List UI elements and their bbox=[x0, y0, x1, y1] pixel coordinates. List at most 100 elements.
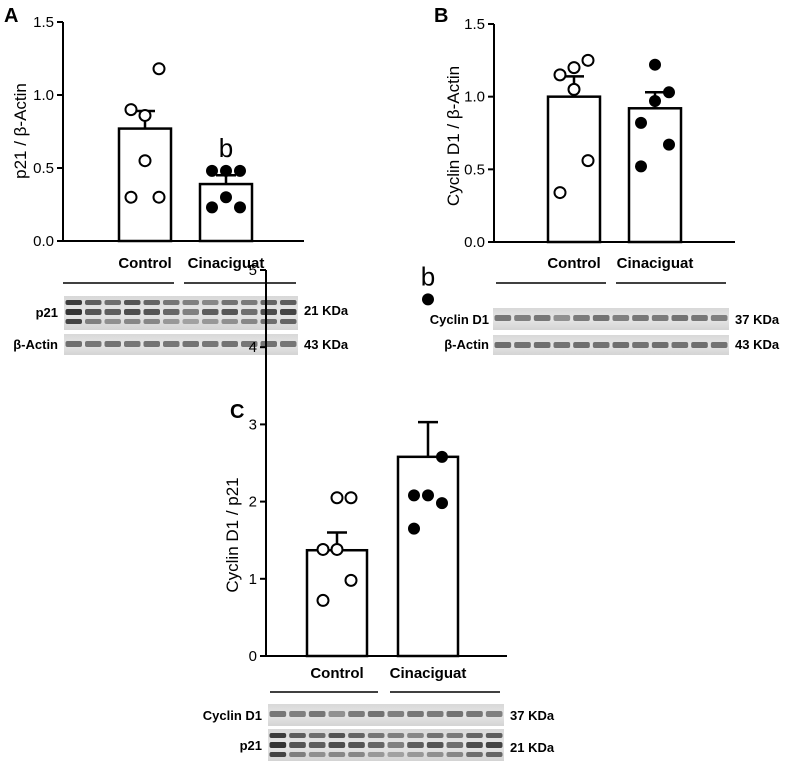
panel-a-blot-1-band bbox=[143, 309, 160, 315]
panel-c-blot-2-band bbox=[328, 752, 346, 757]
panel-a-letter: A bbox=[4, 5, 18, 27]
panel-c-blot-2-band bbox=[387, 752, 405, 757]
panel-a-blot-1-band bbox=[85, 300, 102, 305]
panel-b-blot-2-label: β-Actin bbox=[444, 337, 489, 352]
panel-c-point-cinaciguat bbox=[436, 497, 448, 510]
panel-c-blot-2-band bbox=[426, 742, 444, 748]
panel-b-ytick-label: 1.5 bbox=[464, 16, 485, 33]
panel-c-point-control bbox=[344, 573, 358, 587]
panel-a-blot-1-size: 21 KDa bbox=[304, 303, 349, 318]
panel-b-blot-2-band bbox=[553, 342, 571, 348]
panel-a-blot-2-bands bbox=[65, 341, 297, 347]
panel-c-blot-1-band bbox=[367, 711, 385, 717]
panel-c-bar-control bbox=[305, 548, 369, 658]
panel-a-blot-2-band bbox=[85, 341, 102, 347]
panel-c-ytick-label: 2 bbox=[249, 494, 257, 511]
panel-a-point-control bbox=[138, 108, 152, 122]
panel-c-letter: C bbox=[230, 401, 244, 423]
panel-a-blot-1-band bbox=[280, 309, 297, 315]
panel-a-point-cinaciguat bbox=[206, 164, 218, 177]
panel-a-ylabel: p21 / β-Actin bbox=[11, 83, 30, 179]
panel-a-ytick-label: 0.0 bbox=[33, 233, 54, 250]
panel-b-category-label: Cinaciguat bbox=[617, 255, 694, 272]
panel-c-blot-1-band bbox=[485, 711, 503, 717]
panel-a-point-control bbox=[138, 154, 152, 168]
panel-b-blot-1-band bbox=[671, 315, 689, 321]
panel-b-blot-1-band bbox=[573, 315, 590, 321]
panel-a-blot-1-band bbox=[143, 300, 160, 305]
panel-c-blot-2-band bbox=[269, 742, 287, 748]
panel-b-point-control bbox=[553, 186, 567, 200]
panel-c-blot-1-bands bbox=[269, 711, 503, 717]
panel-c-ytick-label: 0 bbox=[249, 648, 257, 665]
panel-a-blot-2-band bbox=[143, 341, 160, 347]
panel-c-blot-1-band bbox=[466, 711, 483, 717]
panel-c-point-cinaciguat bbox=[422, 293, 434, 306]
panel-b-blot-2-size: 43 KDa bbox=[735, 337, 780, 352]
panel-a-blot-2-band bbox=[280, 341, 297, 347]
panel-c-blot-2-band bbox=[269, 733, 287, 738]
panel-c-blot-1-label: Cyclin D1 bbox=[203, 708, 262, 723]
panel-a-blot-2-band bbox=[182, 341, 199, 347]
panel-b-blot-2-band bbox=[494, 342, 512, 348]
panel-b-point-cinaciguat bbox=[635, 116, 647, 129]
panel-a-point-cinaciguat bbox=[220, 164, 232, 177]
panel-c-blot-2-band bbox=[426, 752, 444, 757]
panel-a-bar-control bbox=[117, 127, 173, 243]
panel-a-blot-1-band bbox=[163, 300, 180, 305]
panel-b-blot-2: β-Actin 43 KDa bbox=[444, 335, 780, 355]
panel-a-blot-1-band bbox=[260, 319, 277, 324]
panel-a-category-label: Control bbox=[118, 255, 171, 272]
panel-b-category-label: Control bbox=[547, 255, 600, 272]
panel-c-blot-2-band bbox=[407, 752, 424, 757]
panel-b-letter: B bbox=[434, 5, 448, 27]
panel-c-blot-2-band bbox=[407, 733, 424, 738]
panel-c-blot-1-band bbox=[308, 711, 326, 717]
panel-c-blot-2-band bbox=[446, 752, 464, 757]
panel-b-blot-2-band bbox=[592, 342, 610, 348]
panel-a-blot-1-band bbox=[241, 300, 258, 305]
panel-c-point-control bbox=[330, 542, 344, 556]
panel-c-blot-1-band bbox=[328, 711, 346, 717]
panel-b-blot-2-band bbox=[514, 342, 531, 348]
panel-c-blot-2-band bbox=[308, 742, 326, 748]
panel-a-blot-1-band bbox=[241, 319, 258, 324]
panel-a-blot-1-band bbox=[182, 300, 199, 305]
panel-a-point-cinaciguat bbox=[220, 191, 232, 204]
panel-b-blot-1-size: 37 KDa bbox=[735, 312, 780, 327]
panel-c-blot-2-band bbox=[289, 742, 306, 748]
panel-a-blot-2-band bbox=[241, 341, 258, 347]
panel-a-plot: 0.0 0.5 1.0 1.5 Control Cinaciguat b bbox=[33, 14, 304, 272]
panel-c-point-cinaciguat bbox=[436, 450, 448, 463]
panel-c-blot-1-band bbox=[289, 711, 306, 717]
panel-b-blot-1-band bbox=[710, 315, 728, 321]
panel-a-blot-1-band bbox=[124, 300, 141, 305]
panel-c-blot-2-band bbox=[485, 752, 503, 757]
panel-c-point-control bbox=[344, 491, 358, 505]
panel-a-blot-1-band bbox=[280, 300, 297, 305]
panel-b-blot-1-band bbox=[494, 315, 512, 321]
panel-a-blot-2-band bbox=[104, 341, 121, 347]
panel-b-blot-1-bands bbox=[494, 315, 728, 321]
panel-b-blot-1-label: Cyclin D1 bbox=[430, 312, 489, 327]
panel-c-category-label: Control bbox=[310, 665, 363, 682]
panel-c-blot-2-band bbox=[367, 733, 385, 738]
panel-c-blot-2-band bbox=[466, 742, 483, 748]
panel-c-blot-2-bands bbox=[269, 733, 503, 757]
panel-c-point-control bbox=[316, 542, 330, 556]
panel-a-blot-1-band bbox=[280, 319, 297, 324]
panel-c-blot-2-band bbox=[348, 752, 365, 757]
panel-c-blot-2-band bbox=[289, 733, 306, 738]
panel-a-blot-2-label: β-Actin bbox=[13, 337, 58, 352]
panel-c-blot-2-band bbox=[308, 752, 326, 757]
panel-b-blot-2-band bbox=[651, 342, 669, 348]
panel-b-point-cinaciguat bbox=[663, 86, 675, 99]
panel-c-blot-2-band bbox=[466, 733, 483, 738]
panel-b-blot-1-band bbox=[691, 315, 708, 321]
panel-a-blot-1-band bbox=[221, 319, 238, 324]
panel-b-blot-1-band bbox=[651, 315, 669, 321]
panel-c-blot-1-strip bbox=[268, 704, 504, 726]
panel-a-blot-2-band bbox=[163, 341, 180, 347]
panel-c-blot-2-band bbox=[407, 742, 424, 748]
panel-b-blot-2-band bbox=[573, 342, 590, 348]
